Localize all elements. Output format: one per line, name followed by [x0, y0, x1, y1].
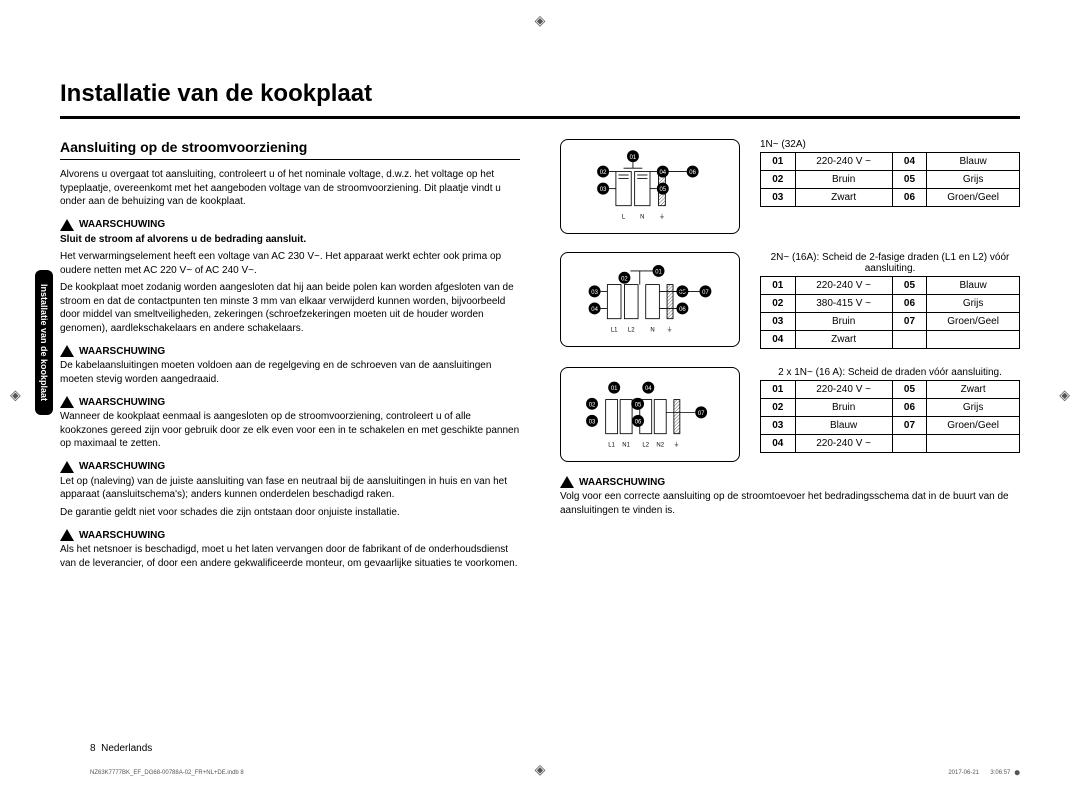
svg-text:⏚: ⏚ — [667, 326, 673, 333]
svg-text:07: 07 — [698, 411, 705, 417]
side-tab: Installatie van de kookplaat — [35, 270, 53, 415]
warning-text: Als het netsnoer is beschadigd, moet u h… — [60, 543, 520, 570]
wiring-diagram-2: 01 02 03 04 05 06 07 L1 L2 N — [560, 252, 740, 347]
warning-icon: WAARSCHUWING — [60, 219, 520, 231]
svg-text:04: 04 — [659, 170, 666, 176]
registration-mark: ◈ — [1059, 387, 1070, 404]
page-footer: 8 Nederlands — [90, 743, 152, 754]
svg-text:01: 01 — [611, 386, 618, 392]
wiring-grid: 01 02 03 04 05 06 L N ⏚ — [560, 139, 1020, 462]
warning-label: WAARSCHUWING — [79, 346, 165, 357]
warning-text: Het verwarmingselement heeft een voltage… — [60, 250, 520, 277]
warning-icon: WAARSCHUWING — [60, 529, 520, 541]
svg-text:06: 06 — [635, 419, 642, 425]
svg-text:05: 05 — [659, 187, 666, 193]
registration-mark: ◈ — [535, 12, 546, 29]
wiring-table-3: 01220-240 V ~05Zwart 02Bruin06Grijs 03Bl… — [760, 380, 1020, 453]
wiring-table-2: 01220-240 V ~05Blauw 02380-415 V ~06Grij… — [760, 276, 1020, 349]
warning-label: WAARSCHUWING — [579, 477, 665, 488]
svg-text:⏚: ⏚ — [659, 213, 665, 220]
warning-label: WAARSCHUWING — [79, 219, 165, 230]
warning-text: De kookplaat moet zodanig worden aangesl… — [60, 281, 520, 335]
svg-text:L: L — [622, 214, 626, 220]
svg-text:04: 04 — [591, 307, 598, 313]
left-column: Aansluiting op de stroomvoorziening Alvo… — [60, 139, 520, 574]
warning-label: WAARSCHUWING — [79, 461, 165, 472]
svg-text:06: 06 — [679, 307, 686, 313]
table-1-block: 1N~ (32A) 01220-240 V ~04Blauw 02Bruin05… — [760, 139, 1020, 207]
page-number: 8 — [90, 743, 96, 754]
page-lang: Nederlands — [101, 743, 152, 754]
registration-mark: ◈ — [10, 387, 21, 404]
wiring-diagram-1: 01 02 03 04 05 06 L N ⏚ — [560, 139, 740, 234]
svg-text:02: 02 — [589, 402, 596, 408]
warning-icon: WAARSCHUWING — [60, 396, 520, 408]
footer-filename: NZ63K7777BK_EF_DG68-00788A-02_FR+NL+DE.i… — [90, 770, 244, 776]
warning-icon: WAARSCHUWING — [560, 476, 1020, 488]
warning-text: De garantie geldt niet voor schades die … — [60, 506, 520, 520]
wiring-diagram-3: 01 02 03 04 05 — [560, 367, 740, 462]
svg-text:L1: L1 — [611, 327, 618, 333]
svg-text:01: 01 — [630, 155, 637, 161]
footer-date: 2017-06-21 3:06:57 — [948, 770, 1020, 776]
warning-text: Volg voor een correcte aansluiting op de… — [560, 490, 1020, 517]
table-caption: 2N~ (16A): Scheid de 2-fasige draden (L1… — [760, 252, 1020, 274]
warning-icon: WAARSCHUWING — [60, 461, 520, 473]
warning-text: De kabelaansluitingen moeten voldoen aan… — [60, 359, 520, 386]
svg-text:L2: L2 — [642, 442, 649, 448]
svg-text:N: N — [650, 327, 654, 333]
warning-text: Let op (naleving) van de juiste aansluit… — [60, 475, 520, 502]
svg-text:02: 02 — [600, 170, 607, 176]
registration-mark: ◈ — [535, 761, 546, 778]
svg-text:N1: N1 — [622, 442, 630, 448]
warning-icon: WAARSCHUWING — [60, 345, 520, 357]
svg-text:05: 05 — [679, 290, 686, 296]
warning-label: WAARSCHUWING — [79, 397, 165, 408]
svg-text:⏚: ⏚ — [673, 441, 679, 448]
table-2-block: 2N~ (16A): Scheid de 2-fasige draden (L1… — [760, 252, 1020, 349]
svg-text:L1: L1 — [608, 442, 615, 448]
warning-text: Wanneer de kookplaat eenmaal is aangeslo… — [60, 410, 520, 451]
table-caption: 2 x 1N~ (16 A): Scheid de draden vóór aa… — [760, 367, 1020, 378]
svg-text:04: 04 — [645, 386, 652, 392]
svg-text:N2: N2 — [656, 442, 664, 448]
table-3-block: 2 x 1N~ (16 A): Scheid de draden vóór aa… — [760, 367, 1020, 453]
right-column: 01 02 03 04 05 06 L N ⏚ — [560, 139, 1020, 574]
svg-text:N: N — [640, 214, 644, 220]
svg-text:03: 03 — [589, 419, 596, 425]
table-caption: 1N~ (32A) — [760, 139, 1020, 150]
svg-text:07: 07 — [702, 290, 709, 296]
svg-text:02: 02 — [621, 276, 628, 282]
warning-label: WAARSCHUWING — [79, 530, 165, 541]
right-warning: WAARSCHUWING Volg voor een correcte aans… — [560, 476, 1020, 517]
svg-text:06: 06 — [689, 170, 696, 176]
page-title: Installatie van de kookplaat — [60, 80, 1020, 119]
intro-text: Alvorens u overgaat tot aansluiting, con… — [60, 168, 520, 209]
svg-text:01: 01 — [655, 269, 662, 275]
section-title: Aansluiting op de stroomvoorziening — [60, 139, 520, 160]
warning-text: Sluit de stroom af alvorens u de bedradi… — [60, 233, 520, 247]
svg-text:03: 03 — [600, 187, 607, 193]
wiring-table-1: 01220-240 V ~04Blauw 02Bruin05Grijs 03Zw… — [760, 152, 1020, 207]
svg-text:03: 03 — [591, 290, 598, 296]
svg-text:05: 05 — [635, 402, 642, 408]
svg-text:L2: L2 — [628, 327, 635, 333]
